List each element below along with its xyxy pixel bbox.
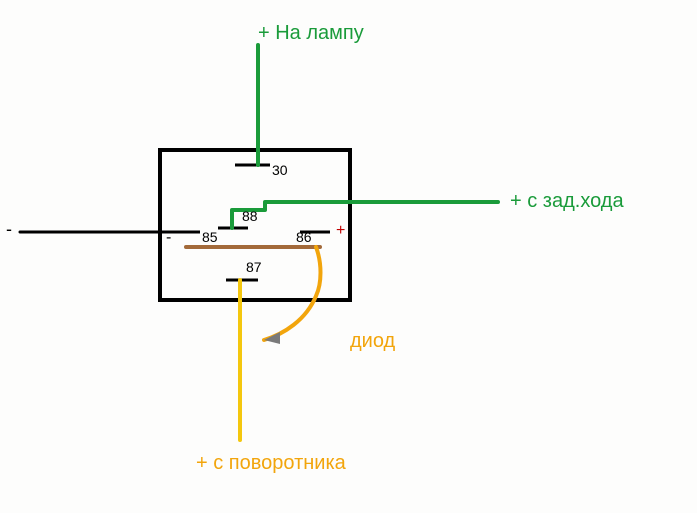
label-reverse: + с зад.хода [510,190,624,213]
label-turn: + с поворотника [196,452,346,475]
pin-label-87: 87 [246,259,262,275]
label-lamp: + На лампу [258,22,364,45]
sign-minus-left: - [166,229,171,247]
wire-reverse [232,202,498,228]
pin-label-30: 30 [272,162,288,178]
label-diode: диод [350,330,395,353]
sign-plus-right: + [336,222,345,240]
pin-label-85: 85 [202,229,218,245]
pin-label-86: 86 [296,229,312,245]
pin-label-88: 88 [242,208,258,224]
wire-diode [264,247,321,340]
label-minus: - [6,219,12,240]
